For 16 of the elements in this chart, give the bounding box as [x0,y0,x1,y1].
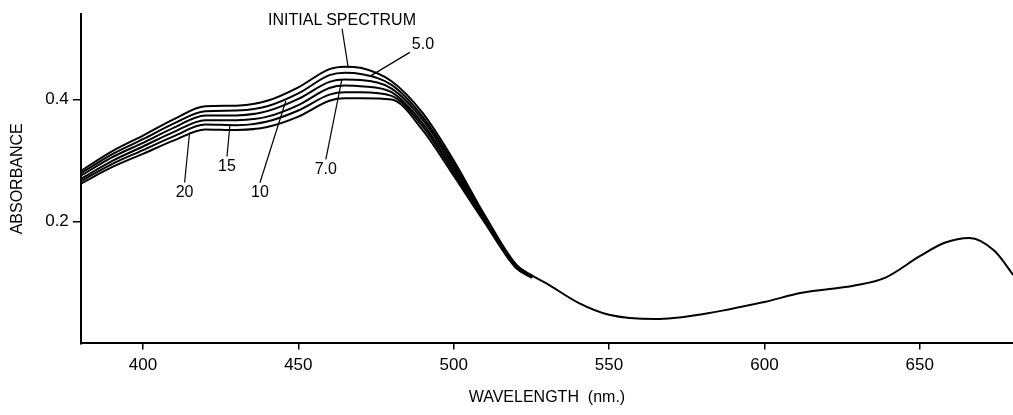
annotation: INITIAL SPECTRUM [268,11,416,29]
y-axis-title: ABSORBANCE [8,123,26,235]
annotation: 5.0 [411,34,435,52]
x-tick-label: 450 [284,355,313,375]
x-tick-label: 600 [750,355,779,375]
x-tick-label: 550 [594,355,624,375]
annotation: 7.0 [314,159,338,177]
x-tick-label: 650 [905,355,934,375]
x-tick-label: 500 [439,355,468,375]
y-tick-label: 0.2 [45,211,69,231]
y-tick-label: 0.4 [45,89,69,109]
x-axis-title: WAVELENGTH (nm.) [468,387,626,405]
x-tick-label: 400 [128,355,158,375]
annotation: 10 [251,183,269,201]
annotation: 20 [175,182,194,200]
annotation: 15 [218,156,236,174]
